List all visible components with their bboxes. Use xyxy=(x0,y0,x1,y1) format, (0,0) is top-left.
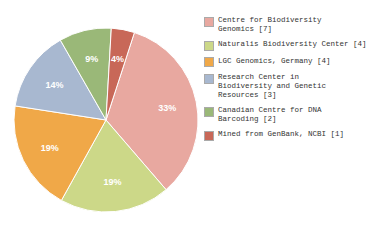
svg-text:33%: 33% xyxy=(158,103,176,113)
svg-text:19%: 19% xyxy=(41,143,59,153)
svg-text:9%: 9% xyxy=(85,54,98,64)
html-text:Naturalis Biodiversity Center: Naturalis Biodiversity Center [4] xyxy=(218,40,367,48)
html-text:LGC Genomics, Germany [4]: LGC Genomics, Germany [4] xyxy=(218,56,331,65)
html-text:Centre for Biodiversity Genomi: Centre for Biodiversity Genomics [7] xyxy=(218,16,322,33)
svg-text:19%: 19% xyxy=(103,177,121,187)
svg-text:14%: 14% xyxy=(45,80,63,90)
html-text:Research Center in Biodiversit: Research Center in Biodiversity and Gene… xyxy=(218,73,326,99)
svg-text:4%: 4% xyxy=(111,54,124,64)
html-text:Mined from GenBank, NCBI [1]: Mined from GenBank, NCBI [1] xyxy=(218,130,344,138)
html-text:Canadian Centre for DNA Barcod: Canadian Centre for DNA Barcoding [2] xyxy=(218,106,322,123)
